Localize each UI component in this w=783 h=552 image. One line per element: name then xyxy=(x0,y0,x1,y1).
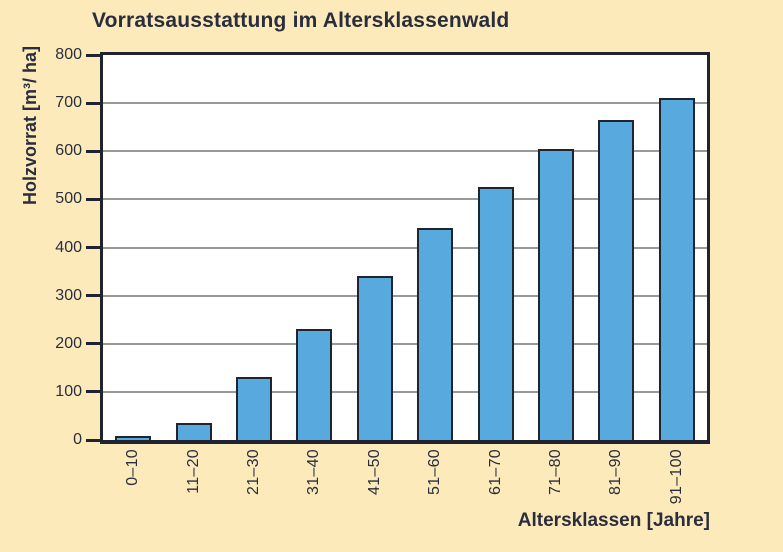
x-tick-slot: 31–40 xyxy=(284,449,344,529)
bar xyxy=(236,377,273,440)
y-tick-label: 0 xyxy=(73,431,82,448)
y-tick-label: 800 xyxy=(55,46,82,63)
gridline xyxy=(103,102,707,105)
bar xyxy=(598,119,635,440)
gridline xyxy=(103,294,707,297)
gridline xyxy=(103,342,707,345)
y-tick-label: 100 xyxy=(55,382,82,400)
y-tick xyxy=(86,101,100,105)
y-tick xyxy=(86,294,100,298)
x-tick-slot: 41–50 xyxy=(345,449,405,529)
gridline xyxy=(103,198,707,201)
y-tick-label: 500 xyxy=(55,190,82,208)
y-tick xyxy=(86,149,100,153)
plot-area xyxy=(100,52,710,444)
bar-slot xyxy=(526,55,586,440)
bar-slot xyxy=(586,55,646,440)
bar xyxy=(175,423,212,440)
x-axis-title: Altersklassen [Jahre] xyxy=(517,510,710,531)
bar-slot xyxy=(103,55,163,440)
bar xyxy=(356,276,393,440)
y-tick xyxy=(86,53,100,57)
x-tick-slot: 21–30 xyxy=(224,449,284,529)
bar xyxy=(296,329,333,440)
x-tick-label: 91–100 xyxy=(667,449,685,505)
y-tick xyxy=(86,390,100,394)
bar xyxy=(477,187,514,440)
y-tick-label: 200 xyxy=(55,334,82,352)
gridline xyxy=(103,246,707,249)
bar-slot xyxy=(647,55,707,440)
bar-slot xyxy=(465,55,525,440)
x-tick-slot: 51–60 xyxy=(405,449,465,529)
x-tick-label: 11–20 xyxy=(184,449,202,494)
y-tick-label: 300 xyxy=(55,286,82,304)
y-tick-label: 400 xyxy=(55,238,82,256)
x-tick-label: 41–50 xyxy=(365,449,383,495)
y-tick xyxy=(86,342,100,346)
gridline xyxy=(103,390,707,393)
bars-container xyxy=(103,55,707,440)
bar-slot xyxy=(405,55,465,440)
bar-slot xyxy=(163,55,223,440)
x-tick-label: 61–70 xyxy=(486,449,504,495)
bar xyxy=(538,148,575,440)
bar-slot xyxy=(224,55,284,440)
y-tick xyxy=(86,246,100,249)
y-tick xyxy=(86,197,100,201)
bar xyxy=(115,436,152,440)
chart-title: Vorratsausstattung im Altersklassenwald xyxy=(92,9,510,32)
x-tick-label: 81–90 xyxy=(607,449,625,495)
x-tick-label: 51–60 xyxy=(426,449,444,495)
y-tick-label: 700 xyxy=(55,94,82,112)
x-tick-slot: 61–70 xyxy=(465,449,525,529)
y-tick xyxy=(86,438,100,442)
bar-slot xyxy=(345,55,405,440)
bar xyxy=(658,98,695,440)
bar xyxy=(417,228,454,440)
x-tick-slot: 11–20 xyxy=(163,449,223,529)
x-tick-label: 0–10 xyxy=(124,449,142,486)
gridline xyxy=(103,150,707,153)
bar-slot xyxy=(284,55,344,440)
x-tick-label: 71–80 xyxy=(547,449,565,495)
x-tick-label: 31–40 xyxy=(305,449,323,495)
x-tick-slot: 0–10 xyxy=(103,449,163,529)
x-tick-label: 21–30 xyxy=(245,449,263,495)
y-axis-ticks xyxy=(86,53,100,442)
y-tick-label: 600 xyxy=(55,142,82,160)
y-tick-labels: 0 100 200 300 400 500 600 700 800 xyxy=(0,46,82,448)
